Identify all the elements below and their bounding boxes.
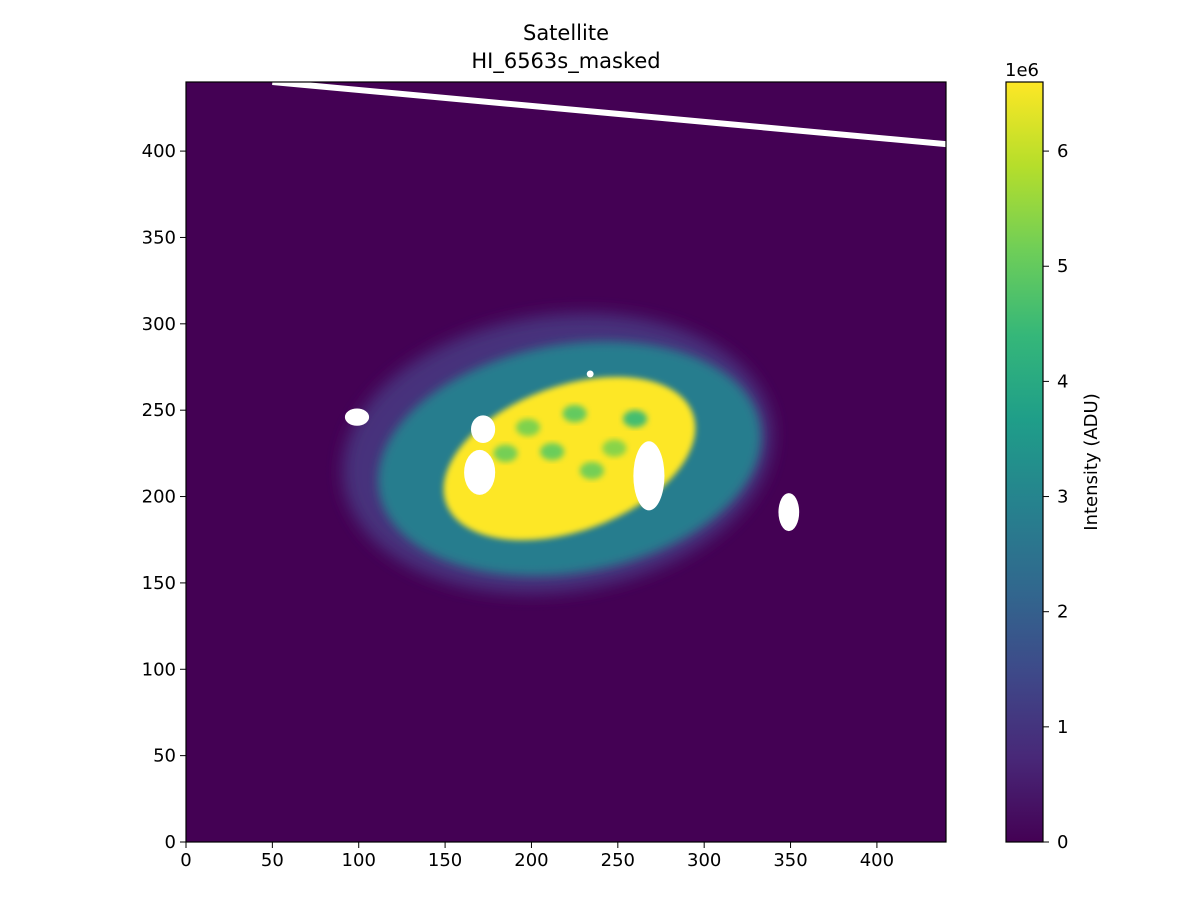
emission-knot [602,439,627,457]
plot-area [185,81,947,843]
x-tick-label: 350 [773,850,807,871]
masked-region [586,370,594,378]
x-tick-label: 100 [342,850,376,871]
y-tick-label: 250 [142,400,176,421]
colorbar-label: Intensity (ADU) [1081,393,1102,530]
colorbar-tick-label: 0 [1057,832,1068,853]
masked-region [778,493,800,532]
colorbar-tick-label: 3 [1057,487,1068,508]
y-tick-label: 150 [142,573,176,594]
colorbar-ticks: 0 1 2 3 4 5 6 [1043,141,1068,853]
x-tick-label: 250 [601,850,635,871]
image-layer [272,82,946,594]
y-tick-label: 100 [142,659,176,680]
satellite-streak-mask [272,82,946,148]
colorbar-gradient [1005,81,1044,843]
x-tick-label: 300 [687,850,721,871]
emission-knot [540,443,565,461]
emission-knot [562,405,587,423]
x-tick-label: 200 [514,850,548,871]
x-axis: 0 50 100 150 200 250 300 350 400 [180,842,894,871]
y-axis: 0 50 100 150 200 250 300 350 400 [142,141,186,853]
masked-region [344,408,370,426]
colorbar-tick-label: 1 [1057,717,1068,738]
emission-knot [515,418,541,437]
emission-knot [623,410,648,428]
y-tick-label: 0 [165,832,176,853]
y-tick-label: 400 [142,141,176,162]
masked-region [471,415,496,443]
x-tick-label: 0 [180,850,191,871]
y-tick-label: 300 [142,314,176,335]
colorbar-tick-label: 4 [1057,371,1068,392]
plot-frame [185,81,947,843]
masked-region [633,441,665,511]
chart-subtitle: HI_6563s_masked [471,49,660,74]
y-tick-label: 50 [153,746,176,767]
colorbar-multiplier: 1e6 [1005,60,1039,81]
emission-knot [579,462,605,480]
y-tick-label: 350 [142,227,176,248]
x-tick-label: 400 [860,850,894,871]
x-tick-label: 50 [261,850,284,871]
colorbar-tick-label: 2 [1057,602,1068,623]
y-tick-label: 200 [142,487,176,508]
x-tick-label: 150 [428,850,462,871]
colorbar: 1e6 0 1 2 3 4 5 6 Intensity (ADU) [1005,60,1102,853]
emission-knot [493,444,518,463]
colorbar-tick-label: 5 [1057,256,1068,277]
masked-region [464,449,496,495]
colorbar-tick-label: 6 [1057,141,1068,162]
chart-title: Satellite [523,21,609,45]
